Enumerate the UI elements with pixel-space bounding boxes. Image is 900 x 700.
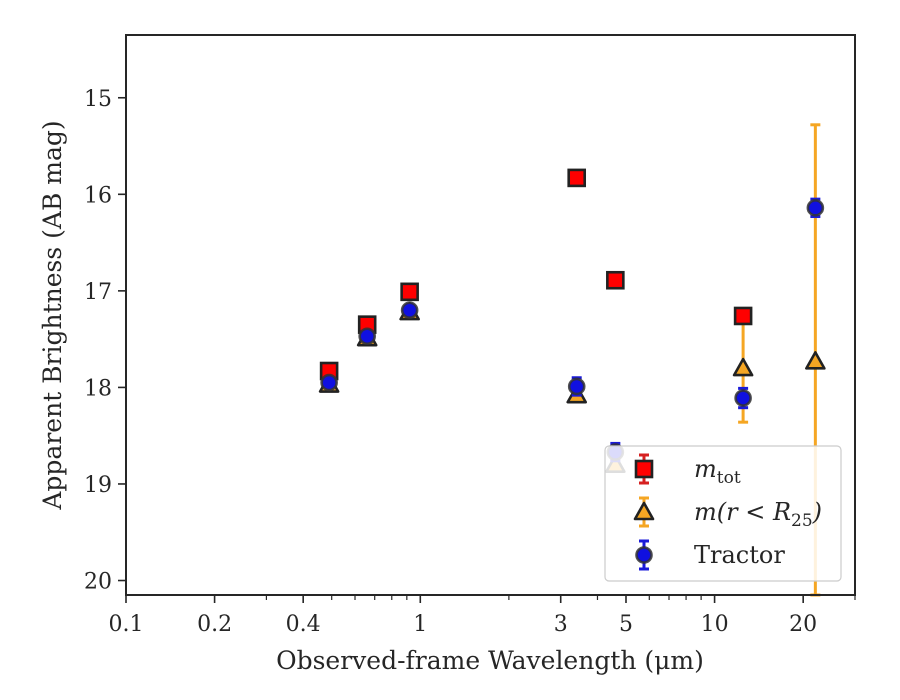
x-tick-label: 20 bbox=[789, 612, 817, 637]
x-axis-label: Observed-frame Wavelength (μm) bbox=[276, 646, 704, 675]
legend-label-main: m(r < R bbox=[694, 498, 791, 526]
legend-label: m(r < R25) bbox=[694, 498, 822, 531]
legend-label-main: Tractor bbox=[694, 541, 785, 569]
series-0 bbox=[319, 168, 753, 381]
data-point bbox=[400, 301, 419, 319]
x-tick-label: 0.2 bbox=[197, 612, 232, 637]
legend-marker bbox=[635, 546, 653, 564]
y-tick-label: 17 bbox=[84, 280, 112, 305]
y-tick-label: 18 bbox=[84, 376, 112, 401]
legend-label-subscript: 25 bbox=[791, 511, 813, 531]
data-point bbox=[732, 357, 754, 377]
y-tick-label: 15 bbox=[84, 87, 112, 112]
data-point bbox=[734, 389, 752, 407]
x-tick-label: 10 bbox=[701, 612, 729, 637]
legend-entry: m(r < R25) bbox=[633, 496, 822, 531]
legend-entry: Tractor bbox=[635, 539, 785, 571]
data-point bbox=[358, 327, 376, 346]
y-axis-label: Apparent Brightness (AB mag) bbox=[38, 120, 67, 510]
x-tick-label: 0.1 bbox=[109, 612, 144, 637]
x-tick-label: 3 bbox=[554, 612, 568, 637]
legend-box bbox=[604, 445, 842, 582]
axis-ticks: 0.1 0.2 0.4 1 3 5 10 20 15 16 17 18 19 20 bbox=[84, 87, 856, 637]
legend-entry: mtot bbox=[634, 453, 741, 488]
x-tick-label: 5 bbox=[619, 612, 633, 637]
legend-label-subscript: tot bbox=[717, 468, 741, 488]
data-point bbox=[320, 373, 338, 392]
legend: mtot m(r < R25) Tractor bbox=[604, 445, 842, 582]
data-point bbox=[606, 270, 625, 290]
data-point bbox=[567, 168, 587, 188]
legend-label: mtot bbox=[694, 455, 741, 488]
plot-frame bbox=[125, 34, 856, 596]
legend-label-main: m bbox=[694, 455, 717, 483]
data-point bbox=[733, 306, 753, 326]
x-tick-label: 1 bbox=[413, 612, 427, 637]
data-point bbox=[805, 351, 826, 370]
data-point bbox=[806, 199, 825, 217]
x-tick-label: 0.4 bbox=[286, 612, 321, 637]
y-tick-label: 20 bbox=[84, 570, 112, 595]
legend-marker bbox=[633, 501, 655, 521]
legend-label-suffix: ) bbox=[812, 498, 822, 526]
legend-marker bbox=[634, 459, 654, 479]
legend-label: Tractor bbox=[694, 541, 785, 569]
y-tick-label: 19 bbox=[84, 473, 112, 498]
data-point bbox=[400, 282, 419, 302]
y-tick-label: 16 bbox=[84, 183, 112, 208]
data-point bbox=[567, 377, 586, 396]
